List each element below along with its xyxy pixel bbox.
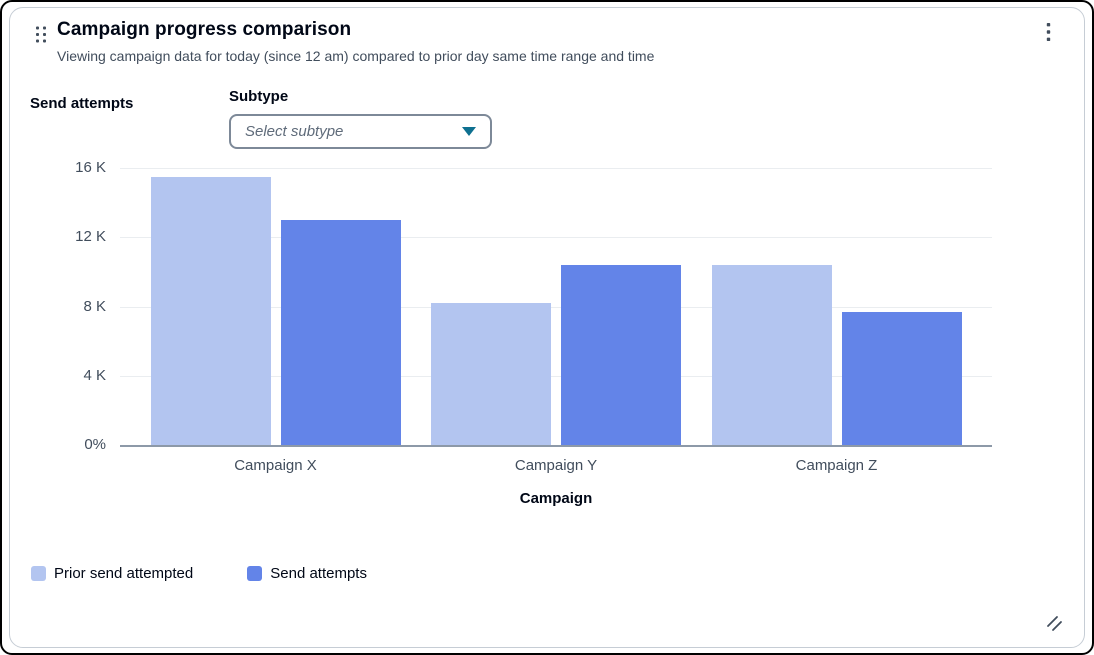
vertical-ellipsis-icon	[1046, 23, 1050, 41]
x-axis-baseline	[120, 445, 992, 447]
x-axis-category-labels: Campaign X Campaign Y Campaign Z	[120, 457, 992, 474]
gridline	[120, 306, 992, 308]
resize-icon	[1047, 616, 1062, 631]
bar-campaign-x-prior-send-attempted[interactable]	[150, 176, 271, 445]
subtype-placeholder: Select subtype	[245, 123, 344, 140]
subtype-label: Subtype	[229, 88, 289, 105]
y-tick-label: 4 K	[83, 366, 106, 384]
bar-group-3	[711, 168, 962, 445]
legend-item-send-attempts[interactable]: Send attempts	[247, 565, 367, 582]
bar-campaign-z-send-attempts[interactable]	[841, 311, 962, 445]
widget-subtitle: Viewing campaign data for today (since 1…	[57, 48, 655, 64]
legend-label: Prior send attempted	[54, 565, 194, 582]
gridline	[120, 375, 992, 377]
bar-campaign-y-prior-send-attempted[interactable]	[431, 303, 551, 445]
drag-dots-icon	[35, 26, 46, 42]
y-axis-tick-labels: 16 K 12 K 8 K 4 K 0%	[22, 159, 106, 453]
x-axis-title: Campaign	[519, 490, 593, 507]
chevron-down-icon	[462, 127, 476, 136]
campaign-progress-widget: Campaign progress comparison Viewing cam…	[9, 7, 1085, 648]
chart-legend: Prior send attempted Send attempts	[31, 565, 367, 582]
y-tick-label: 12 K	[75, 228, 106, 246]
legend-label: Send attempts	[270, 565, 367, 582]
legend-swatch-prior	[31, 566, 46, 581]
legend-swatch-current	[247, 566, 263, 581]
drag-handle-icon[interactable]	[34, 24, 48, 44]
bar-campaign-z-prior-send-attempted[interactable]	[711, 264, 832, 445]
bar-groups	[120, 168, 992, 445]
bar-campaign-x-send-attempts[interactable]	[280, 219, 401, 445]
widget-title: Campaign progress comparison	[57, 19, 352, 40]
category-label: Campaign Z	[795, 457, 878, 474]
gridline	[120, 168, 992, 169]
resize-handle[interactable]	[1044, 613, 1066, 635]
legend-item-prior-send-attempted[interactable]: Prior send attempted	[31, 565, 193, 582]
subtype-select[interactable]: Select subtype	[229, 114, 492, 149]
bar-campaign-y-send-attempts[interactable]	[561, 264, 681, 445]
bar-chart-plot-area	[120, 168, 992, 447]
y-tick-label: 8 K	[83, 297, 106, 315]
y-tick-label: 16 K	[75, 159, 106, 176]
bar-group-1	[150, 168, 401, 445]
category-label: Campaign Y	[514, 457, 598, 474]
gridline	[120, 237, 992, 239]
bar-group-2	[431, 168, 681, 445]
y-axis-title: Send attempts	[30, 95, 134, 112]
y-tick-label: 0%	[84, 436, 106, 453]
category-label: Campaign X	[234, 457, 317, 474]
widget-menu-button[interactable]	[1034, 18, 1062, 46]
